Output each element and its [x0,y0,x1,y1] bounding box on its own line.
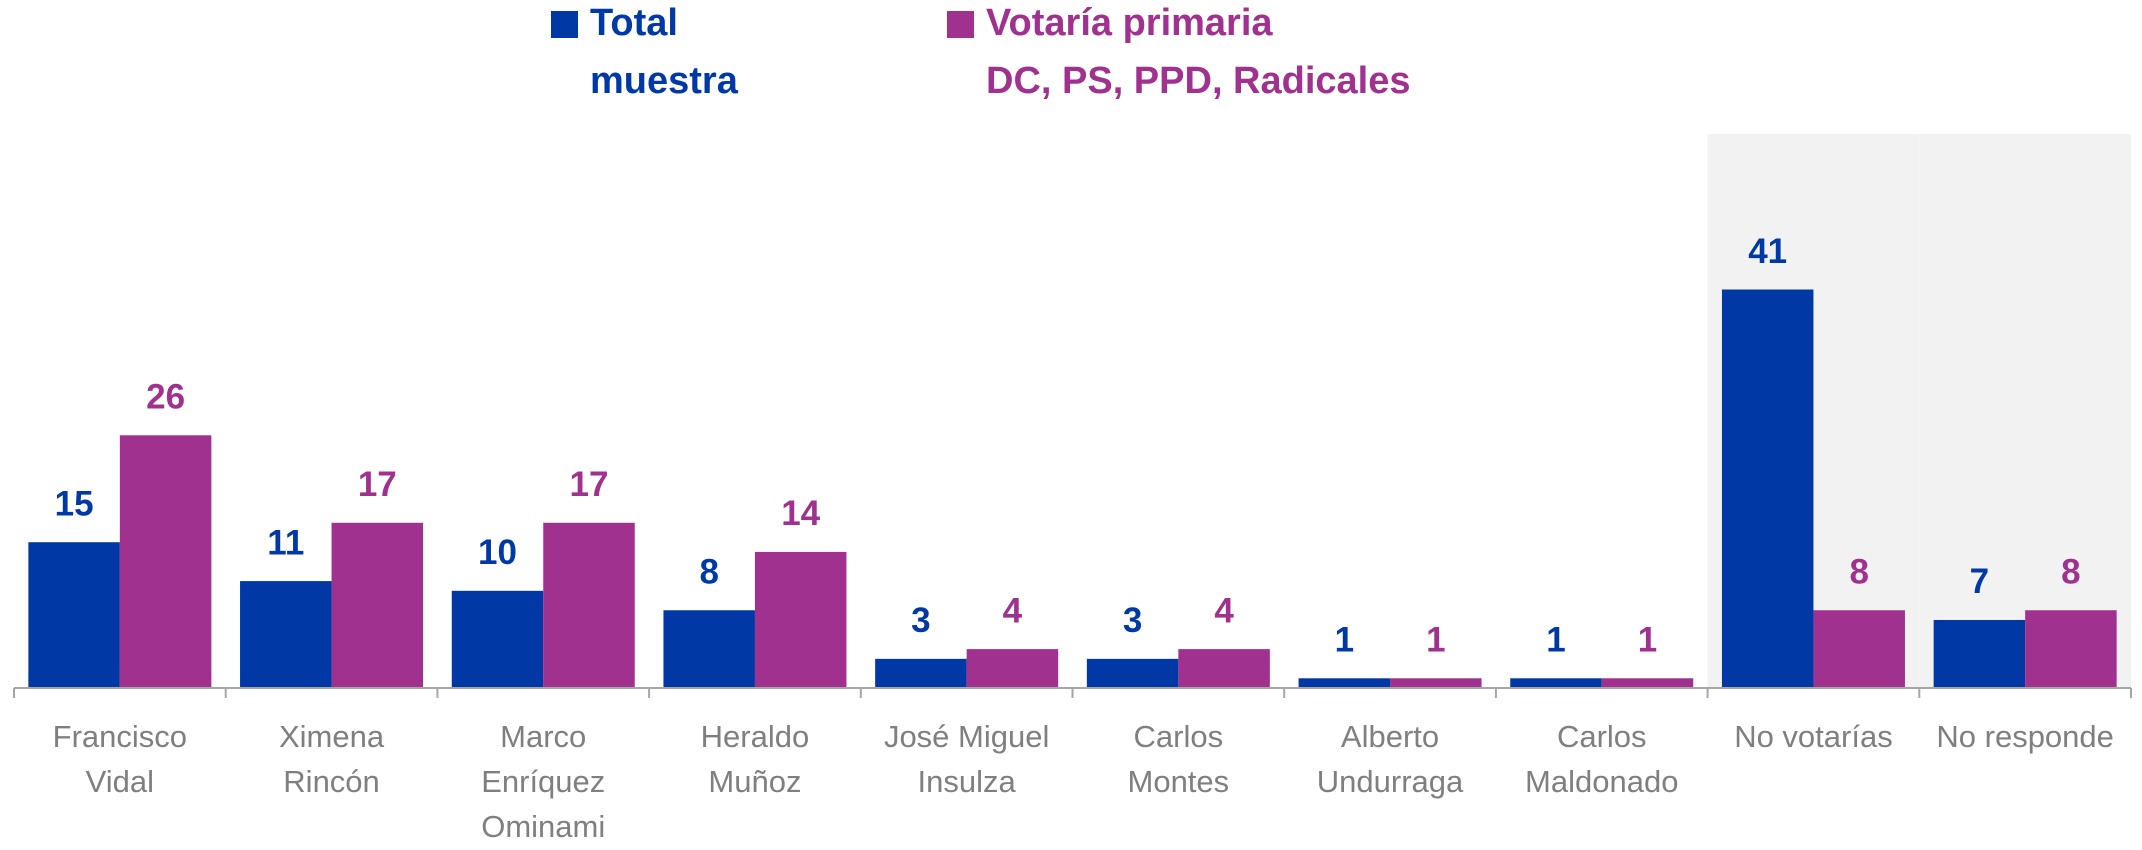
bar [240,581,332,688]
bar [28,542,120,688]
data-label: 8 [699,552,718,591]
data-label: 14 [781,494,820,533]
bar [1390,678,1482,688]
data-label: 3 [1123,601,1142,640]
data-label: 1 [1335,621,1354,660]
data-label: 8 [1849,552,1868,591]
bar [754,551,847,688]
bar [331,522,424,688]
x-tick-label: Enríquez [481,764,605,799]
data-label: 4 [1003,591,1023,630]
legend-swatch [947,11,974,38]
x-tick-label: Rincón [283,764,380,799]
x-tick-label: José Miguel [884,719,1049,754]
legend-label: Votaría primaria [986,2,1273,44]
data-label: 17 [358,465,397,504]
x-tick-label: Carlos [1134,719,1224,754]
x-tick-label: Marco [500,719,586,754]
x-tick-label: Montes [1128,764,1230,799]
bar [543,522,635,688]
x-tick-label: Ximena [279,719,385,754]
x-tick-label: Muñoz [708,764,801,799]
data-label: 7 [1970,562,1989,601]
data-label: 4 [1214,591,1234,630]
bar [1813,610,1905,688]
x-tick-label: Undurraga [1317,764,1464,799]
legend-swatch [551,11,578,38]
data-label: 8 [2061,552,2080,591]
data-label: 11 [267,523,304,562]
data-label: 41 [1748,232,1787,271]
data-label: 26 [146,378,185,417]
data-label: 1 [1546,621,1565,660]
x-tick-label: Maldonado [1525,764,1678,799]
bar [1510,678,1602,688]
bar [1721,289,1814,688]
x-tick-label: Alberto [1341,719,1439,754]
bar [2025,610,2117,688]
bar [663,610,755,688]
data-label: 17 [570,465,609,504]
bar [1086,658,1179,688]
x-tick-label: Ominami [481,809,605,844]
data-label: 1 [1638,621,1657,660]
bar [1601,678,1694,688]
legend-label: Total [590,2,678,44]
data-label: 3 [911,601,930,640]
bar [966,649,1059,688]
bar [875,658,967,688]
bar [1933,619,2026,688]
data-label: 10 [478,533,517,572]
x-tick-label: Carlos [1557,719,1647,754]
data-label: 1 [1426,621,1445,660]
bar [451,590,544,688]
bar [1178,649,1270,688]
data-label: 15 [55,484,94,523]
x-tick-label: Insulza [918,764,1017,799]
x-tick-label: Heraldo [701,719,810,754]
legend-label: muestra [590,60,739,102]
x-tick-label: Francisco [53,719,187,754]
x-tick-label: Vidal [86,764,154,799]
highlight-band [1919,134,2131,688]
bar [1298,678,1391,688]
legend-label: DC, PS, PPD, Radicales [986,60,1411,102]
bar [119,435,212,688]
x-tick-label: No responde [1936,719,2114,754]
x-tick-label: No votarías [1734,719,1893,754]
